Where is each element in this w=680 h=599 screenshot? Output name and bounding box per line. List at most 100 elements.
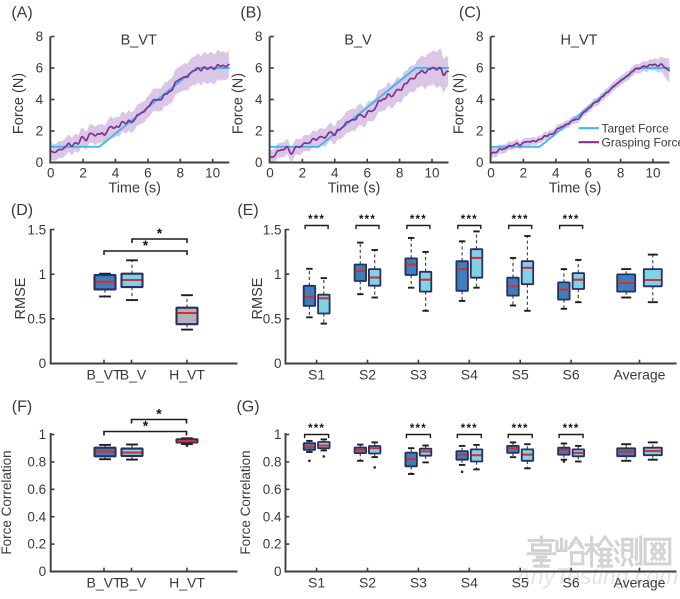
svg-text:0: 0 (47, 165, 55, 180)
svg-text:Average: Average (614, 575, 666, 591)
svg-text:S4: S4 (461, 575, 478, 591)
svg-text:2: 2 (255, 124, 263, 139)
svg-text:S6: S6 (563, 367, 580, 383)
svg-text:B_V: B_V (120, 367, 147, 383)
svg-text:6: 6 (255, 61, 263, 76)
svg-text:1: 1 (274, 267, 282, 282)
svg-text:***: *** (512, 423, 529, 435)
svg-text:B_VT: B_VT (86, 575, 121, 591)
svg-text:0.5: 0.5 (27, 312, 46, 327)
svg-text:S1: S1 (308, 575, 325, 591)
svg-text:4: 4 (255, 92, 263, 107)
svg-text:***: *** (308, 214, 325, 226)
svg-text:2: 2 (299, 165, 307, 180)
svg-text:(C): (C) (459, 5, 481, 22)
svg-text:Force (N): Force (N) (452, 73, 468, 134)
svg-text:0.4: 0.4 (27, 509, 46, 524)
svg-text:(B): (B) (240, 5, 261, 22)
svg-text:H_VT: H_VT (169, 575, 205, 591)
svg-text:S6: S6 (563, 575, 580, 591)
svg-text:B_VT: B_VT (121, 33, 157, 49)
svg-text:RMSE: RMSE (250, 277, 266, 319)
svg-text:1: 1 (39, 427, 47, 442)
svg-text:2: 2 (520, 165, 528, 180)
svg-text:B_V: B_V (344, 33, 372, 49)
svg-text:0.6: 0.6 (27, 482, 46, 497)
svg-text:Force (N): Force (N) (231, 73, 247, 134)
svg-text:*: * (157, 225, 163, 241)
svg-text:0: 0 (39, 564, 47, 579)
svg-text:(A): (A) (11, 5, 32, 22)
svg-text:B_V: B_V (120, 575, 147, 591)
svg-text:(F): (F) (12, 399, 32, 416)
svg-text:0.8: 0.8 (27, 455, 46, 470)
svg-text:4: 4 (36, 92, 44, 107)
svg-text:8: 8 (177, 165, 185, 180)
svg-text:***: *** (410, 423, 427, 435)
svg-text:8: 8 (36, 29, 44, 44)
svg-text:10: 10 (645, 165, 660, 180)
svg-text:1.5: 1.5 (27, 222, 46, 237)
svg-text:Grasping Force: Grasping Force (602, 135, 680, 149)
svg-text:***: *** (461, 214, 478, 226)
svg-text:0: 0 (39, 356, 47, 371)
svg-text:6: 6 (36, 61, 44, 76)
svg-text:8: 8 (476, 29, 484, 44)
svg-text:H_VT: H_VT (169, 367, 205, 383)
svg-text:4: 4 (552, 165, 560, 180)
svg-text:4: 4 (112, 165, 120, 180)
svg-text:S3: S3 (410, 367, 427, 383)
svg-text:10: 10 (424, 165, 439, 180)
svg-text:Force Correlation: Force Correlation (0, 450, 14, 554)
svg-text:***: *** (359, 214, 376, 226)
svg-text:Average: Average (614, 367, 666, 383)
svg-text:Time (s): Time (s) (328, 180, 381, 196)
svg-text:6: 6 (476, 61, 484, 76)
svg-text:10: 10 (205, 165, 220, 180)
svg-text:8: 8 (617, 165, 625, 180)
svg-text:***: *** (512, 214, 529, 226)
svg-text:6: 6 (144, 165, 152, 180)
svg-text:0.8: 0.8 (263, 455, 282, 470)
svg-text:S1: S1 (308, 367, 325, 383)
svg-text:Force (N): Force (N) (11, 73, 27, 134)
svg-text:8: 8 (396, 165, 404, 180)
svg-text:Time (s): Time (s) (108, 180, 161, 196)
svg-text:S2: S2 (359, 575, 376, 591)
svg-text:1: 1 (274, 427, 282, 442)
svg-text:(D): (D) (11, 202, 33, 219)
svg-text:0: 0 (476, 155, 484, 170)
svg-text:S2: S2 (359, 367, 376, 383)
svg-text:1: 1 (39, 267, 47, 282)
svg-text:6: 6 (584, 165, 592, 180)
svg-text:0: 0 (266, 165, 274, 180)
svg-text:***: *** (461, 423, 478, 435)
svg-text:(G): (G) (236, 399, 259, 416)
svg-text:Time (s): Time (s) (549, 180, 602, 196)
svg-text:Target Force: Target Force (602, 121, 670, 135)
svg-text:S3: S3 (410, 575, 427, 591)
svg-text:0: 0 (36, 155, 44, 170)
svg-text:***: *** (563, 214, 580, 226)
svg-text:4: 4 (476, 92, 484, 107)
svg-text:***: *** (410, 214, 427, 226)
svg-text:0.6: 0.6 (263, 482, 282, 497)
svg-text:0: 0 (255, 155, 263, 170)
svg-text:(E): (E) (237, 202, 258, 219)
svg-text:B_VT: B_VT (86, 367, 121, 383)
svg-text:0: 0 (487, 165, 495, 180)
svg-text:0.4: 0.4 (263, 509, 282, 524)
svg-text:S4: S4 (461, 367, 478, 383)
svg-text:1.5: 1.5 (263, 222, 282, 237)
svg-text:4: 4 (331, 165, 339, 180)
svg-text:*: * (143, 418, 149, 434)
svg-text:0.2: 0.2 (263, 537, 282, 552)
svg-text:2: 2 (79, 165, 87, 180)
svg-text:H_VT: H_VT (560, 33, 597, 49)
svg-text:*: * (143, 237, 149, 253)
svg-text:0.2: 0.2 (27, 537, 46, 552)
svg-text:***: *** (308, 423, 325, 435)
svg-text:2: 2 (36, 124, 44, 139)
svg-text:*: * (156, 406, 162, 422)
svg-text:Force Correlation: Force Correlation (238, 450, 253, 554)
